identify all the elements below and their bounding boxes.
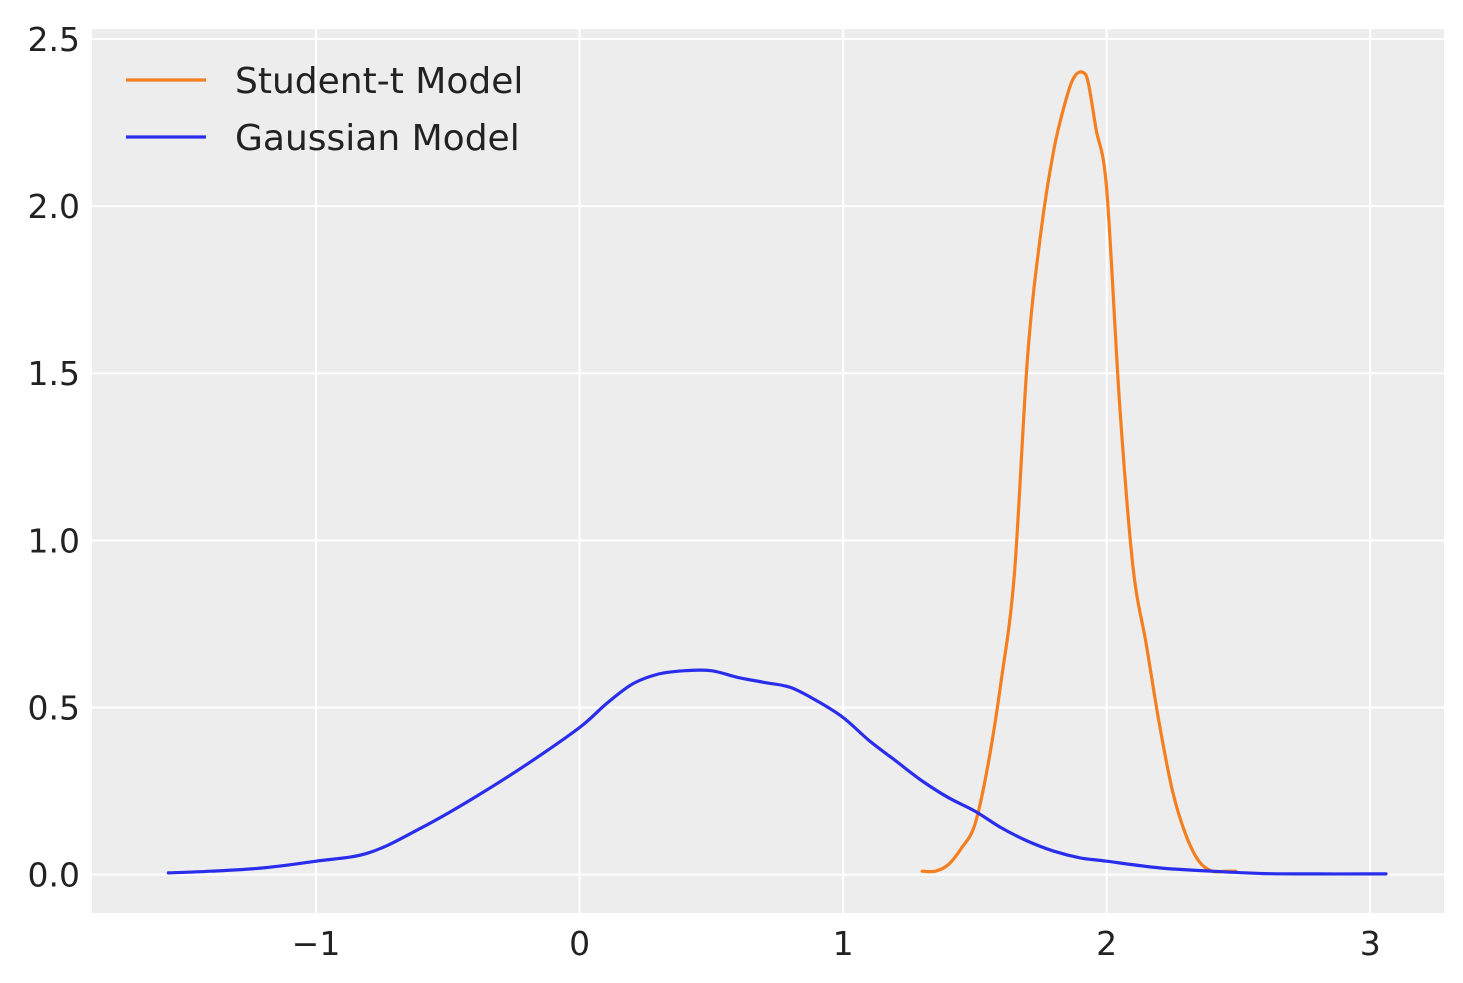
- y-tick-label: 1.5: [28, 354, 80, 393]
- student-t-modelline: [920, 70, 1238, 874]
- x-tick-label: 0: [569, 924, 590, 963]
- y-tick-label: 0.5: [28, 688, 80, 727]
- legend: Student-t Model Gaussian Model: [126, 61, 523, 159]
- plot-background: [92, 29, 1444, 913]
- x-tick-label: −1: [292, 924, 341, 963]
- x-tick-label: 3: [1360, 924, 1381, 963]
- y-tick-labels: 0.0 0.5 1.0 1.5 2.0 2.5: [28, 20, 80, 895]
- y-tick-label: 2.5: [28, 20, 80, 59]
- x-tick-label: 2: [1096, 924, 1117, 963]
- y-tick-label: 1.0: [28, 521, 80, 560]
- x-tick-label: 1: [833, 924, 854, 963]
- legend-label-student-t-model: Student-t Model: [235, 61, 523, 102]
- x-tick-labels: −1 0 1 2 3: [292, 924, 1381, 963]
- gaussian-modelline: [166, 668, 1388, 876]
- y-tick-label: 2.0: [28, 187, 80, 226]
- gridlines: [92, 29, 1444, 913]
- y-tick-label: 0.0: [28, 856, 80, 895]
- legend-label-gaussian-model: Gaussian Model: [235, 118, 520, 159]
- series-lines: [166, 70, 1388, 876]
